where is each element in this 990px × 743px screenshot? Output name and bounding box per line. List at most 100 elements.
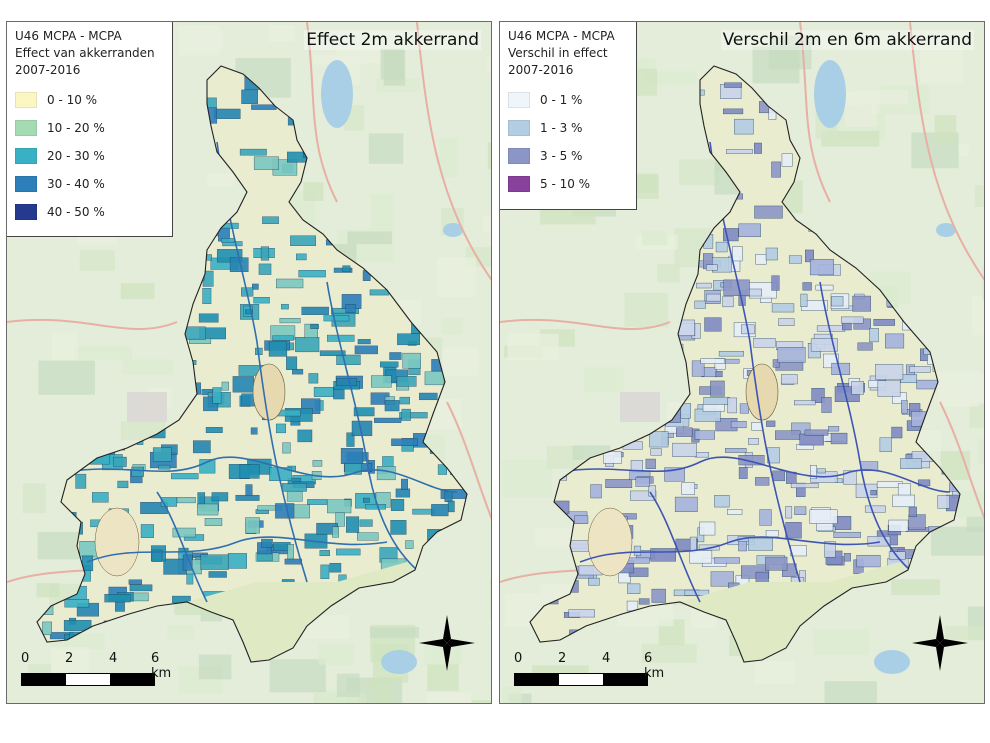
parcel: [258, 263, 272, 275]
land-patch: [934, 115, 957, 145]
parcel: [286, 490, 303, 502]
parcel: [212, 387, 222, 404]
land-patch: [426, 692, 472, 703]
parcel: [129, 584, 153, 592]
land-patch: [268, 24, 295, 42]
parcel: [772, 470, 786, 482]
parcel: [447, 500, 455, 513]
legend-item: 40 - 50 %: [15, 202, 164, 222]
parcel: [200, 554, 229, 570]
parcel: [171, 473, 199, 480]
parcel: [699, 521, 716, 536]
parcel: [250, 427, 258, 435]
parcel: [401, 478, 408, 490]
parcel: [357, 339, 371, 345]
parcel: [650, 448, 662, 456]
parcel: [319, 550, 330, 557]
parcel: [239, 464, 260, 479]
legend-swatch: [15, 92, 37, 108]
parcel: [723, 108, 744, 115]
waterway: [86, 536, 388, 563]
parcel: [630, 490, 657, 501]
legend-item: 1 - 3 %: [508, 118, 628, 138]
parcel: [689, 550, 713, 564]
parcel: [638, 598, 650, 605]
parcel: [371, 375, 392, 388]
parcel: [399, 412, 428, 419]
parcel: [253, 297, 270, 304]
parcel: [691, 360, 705, 377]
scale-tick-label: 2: [65, 651, 74, 666]
parcel: [419, 392, 438, 401]
parcel: [235, 494, 260, 501]
parcel: [900, 458, 922, 469]
land-patch: [178, 25, 220, 56]
parcel: [674, 496, 698, 512]
parcel: [63, 620, 92, 632]
scale-tick-label: 6 km: [644, 651, 665, 681]
land-patch: [52, 332, 78, 366]
parcel: [809, 259, 834, 276]
parcel: [748, 438, 759, 445]
road: [500, 318, 671, 330]
land-patch: [679, 159, 720, 186]
parcel: [239, 148, 267, 156]
parcel: [75, 473, 87, 489]
parcel: [205, 427, 223, 433]
parcel: [800, 293, 808, 308]
parcel: [771, 303, 795, 313]
land-patch: [336, 673, 360, 697]
nature-reserve: [187, 562, 415, 662]
parcel: [397, 333, 421, 346]
land-patch: [347, 231, 392, 245]
lake: [381, 650, 417, 674]
parcel: [335, 512, 345, 527]
parcel: [722, 296, 734, 308]
land-patch: [436, 257, 476, 298]
parcel: [340, 448, 364, 464]
parcel: [245, 309, 253, 315]
parcel: [354, 345, 378, 355]
parcel: [650, 548, 676, 562]
parcel: [401, 408, 411, 421]
legend-swatch: [15, 148, 37, 164]
parcel: [319, 350, 346, 356]
parcel: [131, 592, 149, 602]
parcel: [843, 470, 857, 485]
scale-segment: [110, 674, 154, 685]
parcel: [245, 484, 253, 497]
nature-reserve: [680, 562, 908, 662]
land-patch: [482, 216, 491, 233]
land-patch: [490, 578, 491, 619]
parcel: [626, 557, 650, 564]
parcel: [680, 403, 691, 419]
parcel: [694, 452, 710, 458]
parcel: [891, 426, 903, 439]
legend-label: 40 - 50 %: [47, 205, 105, 219]
parcel: [327, 499, 352, 514]
parcel: [323, 315, 350, 322]
parcel: [176, 497, 196, 504]
region-boundary: [529, 65, 961, 663]
land-patch: [368, 677, 392, 703]
parcel: [313, 386, 335, 397]
parcel: [738, 223, 761, 238]
parcel: [755, 477, 770, 486]
parcel: [869, 328, 879, 343]
parcel: [384, 400, 400, 412]
parcel: [710, 571, 734, 587]
land-patch: [966, 516, 984, 532]
legend-label: 20 - 30 %: [47, 149, 105, 163]
parcel: [681, 482, 695, 495]
parcel: [42, 621, 52, 636]
land-patch: [120, 282, 155, 300]
parcel: [816, 325, 846, 332]
parcel: [879, 437, 892, 453]
parcel: [627, 583, 641, 594]
parcel: [276, 278, 304, 289]
parcel: [182, 554, 193, 571]
legend-swatch: [508, 148, 530, 164]
legend-items: 0 - 10 % 10 - 20 % 20 - 30 % 30 - 40 % 4…: [15, 90, 164, 222]
parcel: [292, 368, 304, 375]
parcel: [286, 356, 298, 370]
